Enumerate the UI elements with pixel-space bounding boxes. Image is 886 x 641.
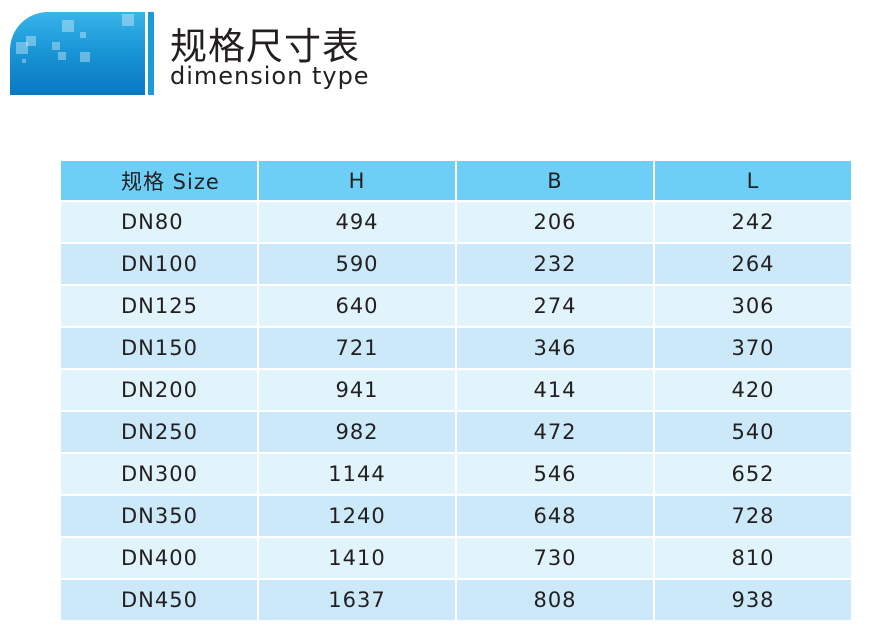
page-subtitle: dimension type (170, 62, 370, 90)
table-row: DN250 982 472 540 (59, 410, 853, 454)
cell-h: 982 (257, 410, 457, 454)
column-header-l: L (653, 159, 853, 202)
column-header-h: H (257, 159, 457, 202)
cell-size: DN100 (59, 242, 259, 286)
cell-b: 648 (455, 494, 655, 538)
cell-h: 1240 (257, 494, 457, 538)
table-row: DN450 1637 808 938 (59, 578, 853, 622)
cell-size: DN400 (59, 536, 259, 580)
cell-size: DN200 (59, 368, 259, 412)
cell-b: 346 (455, 326, 655, 370)
cell-h: 1144 (257, 452, 457, 496)
cell-size: DN80 (59, 200, 259, 244)
cell-l: 652 (653, 452, 853, 496)
column-header-size: 规格 Size (59, 159, 259, 202)
table-row: DN125 640 274 306 (59, 284, 853, 328)
table-row: DN200 941 414 420 (59, 368, 853, 412)
cell-b: 274 (455, 284, 655, 328)
cell-h: 640 (257, 284, 457, 328)
cell-size: DN300 (59, 452, 259, 496)
dimension-table: 规格 Size H B L DN80 494 206 242 DN100 590 232 26… (59, 159, 853, 622)
table-row: DN80 494 206 242 (59, 200, 853, 244)
page-title: 规格尺寸表 (170, 25, 360, 68)
cell-size: DN125 (59, 284, 259, 328)
cell-size: DN350 (59, 494, 259, 538)
cell-l: 420 (653, 368, 853, 412)
cell-l: 242 (653, 200, 853, 244)
cell-l: 370 (653, 326, 853, 370)
cell-b: 414 (455, 368, 655, 412)
cell-l: 306 (653, 284, 853, 328)
cell-size: DN450 (59, 578, 259, 622)
column-header-b: B (455, 159, 655, 202)
cell-h: 494 (257, 200, 457, 244)
cell-l: 938 (653, 578, 853, 622)
accent-bar (148, 12, 154, 95)
cell-l: 540 (653, 410, 853, 454)
table-row: DN150 721 346 370 (59, 326, 853, 370)
cell-h: 1410 (257, 536, 457, 580)
table-row: DN300 1144 546 652 (59, 452, 853, 496)
cell-h: 941 (257, 368, 457, 412)
cell-l: 810 (653, 536, 853, 580)
logo-block (10, 12, 145, 95)
cell-b: 730 (455, 536, 655, 580)
cell-l: 264 (653, 242, 853, 286)
cell-h: 590 (257, 242, 457, 286)
cell-size: DN250 (59, 410, 259, 454)
table-row: DN100 590 232 264 (59, 242, 853, 286)
table-header-row: 规格 Size H B L (59, 159, 853, 202)
cell-b: 206 (455, 200, 655, 244)
cell-h: 721 (257, 326, 457, 370)
cell-b: 472 (455, 410, 655, 454)
cell-size: DN150 (59, 326, 259, 370)
table-row: DN350 1240 648 728 (59, 494, 853, 538)
cell-l: 728 (653, 494, 853, 538)
cell-b: 232 (455, 242, 655, 286)
cell-b: 546 (455, 452, 655, 496)
cell-b: 808 (455, 578, 655, 622)
cell-h: 1637 (257, 578, 457, 622)
table-row: DN400 1410 730 810 (59, 536, 853, 580)
